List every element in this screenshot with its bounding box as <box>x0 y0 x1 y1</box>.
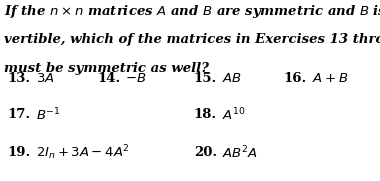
Text: 17.: 17. <box>8 108 31 121</box>
Text: $AB$: $AB$ <box>222 72 242 85</box>
Text: 13.: 13. <box>8 72 31 85</box>
Text: 18.: 18. <box>194 108 217 121</box>
Text: vertible, which of the matrices in Exercises 13 through 20: vertible, which of the matrices in Exerc… <box>4 33 380 46</box>
Text: $2I_n + 3A - 4A^2$: $2I_n + 3A - 4A^2$ <box>36 144 130 162</box>
Text: $A+B$: $A+B$ <box>312 72 348 85</box>
Text: 20.: 20. <box>194 146 217 159</box>
Text: 19.: 19. <box>8 146 31 159</box>
Text: $-B$: $-B$ <box>125 72 147 85</box>
Text: $B^{-1}$: $B^{-1}$ <box>36 107 61 123</box>
Text: must be symmetric as well?: must be symmetric as well? <box>4 62 209 75</box>
Text: If the $n \times n$ matrices $A$ and $B$ are symmetric and $B$ is in-: If the $n \times n$ matrices $A$ and $B$… <box>4 3 380 20</box>
Text: $AB^2A$: $AB^2A$ <box>222 145 258 161</box>
Text: $A^{10}$: $A^{10}$ <box>222 107 246 123</box>
Text: 15.: 15. <box>194 72 217 85</box>
Text: 16.: 16. <box>283 72 306 85</box>
Text: $3A$: $3A$ <box>36 72 55 85</box>
Text: 14.: 14. <box>97 72 120 85</box>
